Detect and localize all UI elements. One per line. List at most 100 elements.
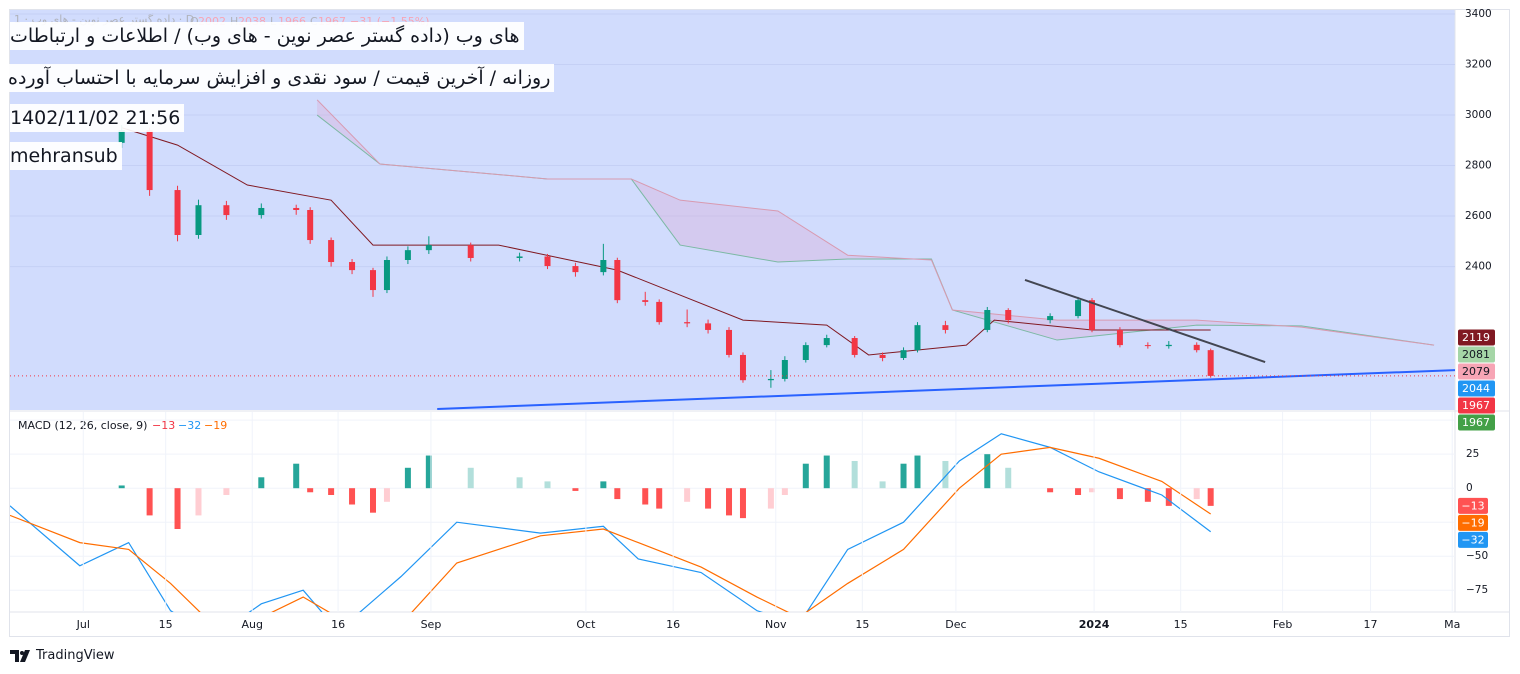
histogram-bar xyxy=(739,488,746,519)
candle-body xyxy=(767,378,774,381)
ohlc-key: C xyxy=(310,15,318,28)
candle-body xyxy=(425,245,432,251)
histogram-bar xyxy=(1075,488,1082,495)
timestamp: 1402/11/02 21:56 xyxy=(10,104,185,132)
macd-plot xyxy=(10,419,1455,612)
cloud-span-b xyxy=(316,99,1435,346)
x-tick-label: 15 xyxy=(1174,618,1188,631)
ohlc-key: L xyxy=(270,15,277,28)
y-tick-label: −75 xyxy=(1466,584,1488,596)
price-badge xyxy=(1458,346,1495,363)
histogram-bar xyxy=(118,485,125,489)
x-tick-label: 16 xyxy=(331,618,345,631)
x-tick-label: Feb xyxy=(1273,618,1292,631)
histogram-bar xyxy=(369,488,376,513)
candle-body xyxy=(572,266,579,273)
price-badge xyxy=(1458,329,1495,346)
candle-body xyxy=(307,210,314,241)
frame xyxy=(9,9,1510,637)
chart-title: های وب (داده گستر عصر نوین - های وب) / ا… xyxy=(10,22,524,50)
histogram-bar xyxy=(614,488,621,500)
footer: TradingView xyxy=(10,648,115,663)
ohlc-key: H xyxy=(230,15,238,28)
histogram-bar xyxy=(656,488,663,509)
histogram-bar xyxy=(516,477,523,489)
x-tick-label: 15 xyxy=(159,618,173,631)
candle-body xyxy=(544,256,551,267)
candle-body xyxy=(739,354,746,381)
x-tick-label: Nov xyxy=(765,618,787,631)
y-tick-label: 25 xyxy=(1466,448,1479,460)
candle-body xyxy=(1116,329,1123,346)
macd-badge-label: −13 xyxy=(1461,499,1484,512)
histogram-bar xyxy=(705,488,712,509)
price-badge-label: 2081 xyxy=(1462,348,1490,361)
histogram-bar xyxy=(572,488,579,491)
candle-body xyxy=(781,360,788,379)
histogram-bar xyxy=(544,481,551,489)
candle-body xyxy=(174,190,181,235)
candle-body xyxy=(705,323,712,330)
candle-body xyxy=(118,130,125,143)
y-tick-label: 2600 xyxy=(1465,210,1492,222)
candle-body xyxy=(1144,345,1151,347)
histogram-bar xyxy=(726,488,733,516)
price-badge xyxy=(1458,414,1495,431)
macd-line xyxy=(10,446,1212,612)
histogram-bar xyxy=(984,454,991,489)
y-tick-label: −50 xyxy=(1466,550,1488,562)
histogram-bar xyxy=(425,455,432,489)
macd-legend-value: −13 xyxy=(152,419,175,432)
histogram-bar xyxy=(1089,488,1096,493)
price-badge-label: 2044 xyxy=(1462,382,1490,395)
histogram-bar xyxy=(223,488,230,495)
price-badge-label: 1967 xyxy=(1462,399,1490,412)
y-tick-label: 0 xyxy=(1466,482,1473,494)
candle-body xyxy=(684,322,691,324)
histogram-bar xyxy=(879,481,886,489)
candle-body xyxy=(258,207,265,216)
price-badge xyxy=(1458,380,1495,397)
x-tick-label: 16 xyxy=(666,618,680,631)
trendline xyxy=(1024,279,1266,363)
candle-body xyxy=(802,345,809,360)
price-badge-label: 2119 xyxy=(1462,331,1490,344)
macd-legend-value: −32 xyxy=(178,419,201,432)
histogram-bar xyxy=(767,488,774,509)
histogram-bar xyxy=(383,488,390,502)
candle-body xyxy=(984,310,991,330)
candle-body xyxy=(195,205,202,235)
x-tick-label: 2024 xyxy=(1079,618,1110,631)
candle-body xyxy=(600,260,607,273)
candle-body xyxy=(851,338,858,355)
logo xyxy=(10,649,30,662)
x-tick-label: Sep xyxy=(421,618,442,631)
histogram-bar xyxy=(642,488,649,505)
y-tick-label: 3200 xyxy=(1465,59,1492,71)
author: mehransub xyxy=(10,142,122,170)
histogram-bar xyxy=(781,488,788,495)
histogram-bar xyxy=(1005,467,1012,489)
candle-body xyxy=(1075,300,1082,317)
histogram-bar xyxy=(258,477,265,489)
candle-body xyxy=(942,325,949,330)
price-badge-label: 1967 xyxy=(1462,416,1490,429)
y-tick-label: 2800 xyxy=(1465,160,1492,172)
candle-body xyxy=(642,300,649,302)
y-tick-label: 2400 xyxy=(1465,261,1492,273)
candle-body xyxy=(349,262,356,271)
candle-body xyxy=(1165,344,1172,347)
x-tick-label: Ma xyxy=(1444,618,1460,631)
x-tick-label: Dec xyxy=(945,618,966,631)
price-badge xyxy=(1458,397,1495,414)
candle-body xyxy=(223,205,230,216)
histogram-bar xyxy=(1207,488,1214,506)
histogram-bar xyxy=(293,463,300,489)
footer-text: TradingView xyxy=(36,648,115,663)
histogram-bar xyxy=(914,455,921,489)
candle-body xyxy=(293,207,300,210)
histogram-bar xyxy=(328,488,335,495)
histogram-bar xyxy=(146,488,153,516)
candle-body xyxy=(328,240,335,263)
